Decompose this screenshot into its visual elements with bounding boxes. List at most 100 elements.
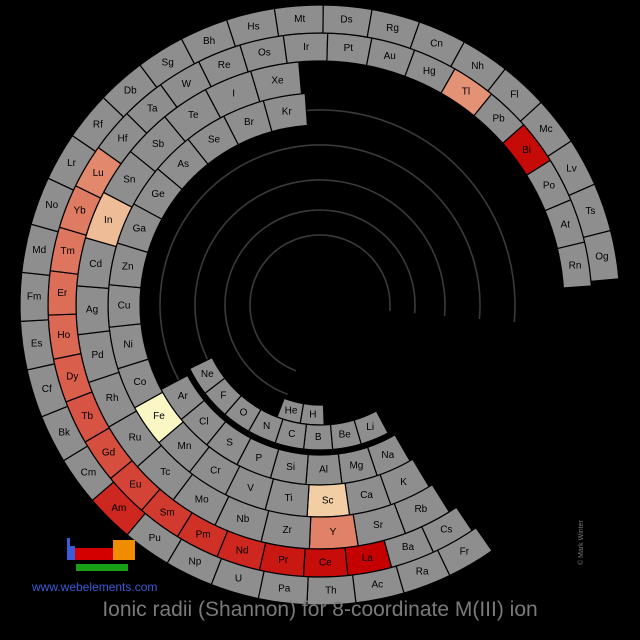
chart-title: Ionic radii (Shannon) for 8-coordinate M… <box>102 598 538 621</box>
element-symbol-pt: Pt <box>344 43 354 54</box>
element-cell-ne <box>188 356 226 395</box>
element-symbol-fe: Fe <box>153 411 165 422</box>
element-symbol-gd: Gd <box>102 447 115 458</box>
element-symbol-bi: Bi <box>522 145 531 156</box>
element-symbol-sr: Sr <box>373 520 384 531</box>
element-symbol-co: Co <box>134 377 147 388</box>
element-symbol-rb: Rb <box>414 504 427 515</box>
spiral-guide-arc <box>224 209 416 396</box>
element-symbol-cl: Cl <box>199 417 208 428</box>
element-symbol-eu: Eu <box>129 480 141 491</box>
element-symbol-po: Po <box>543 181 556 192</box>
element-symbol-pm: Pm <box>196 530 211 541</box>
element-symbol-es: Es <box>31 338 43 349</box>
element-symbol-fl: Fl <box>510 90 518 101</box>
element-symbol-tl: Tl <box>462 87 470 98</box>
element-symbol-yb: Yb <box>74 206 87 217</box>
element-symbol-lu: Lu <box>93 168 104 179</box>
element-symbol-u: U <box>235 574 242 585</box>
element-symbol-tm: Tm <box>60 246 74 257</box>
element-symbol-pr: Pr <box>278 555 289 566</box>
element-symbol-rf: Rf <box>93 119 103 130</box>
element-symbol-cm: Cm <box>81 467 97 478</box>
element-symbol-rg: Rg <box>386 23 399 34</box>
element-symbol-md: Md <box>32 245 46 256</box>
element-symbol-ne: Ne <box>201 369 214 380</box>
element-symbol-pu: Pu <box>149 533 161 544</box>
element-cells: H He Li Be B C N O F Ne Na Mg Al Si P S Cl Ar K Ca Sc Ti V Cr Mn… <box>19 4 620 606</box>
element-symbol-p: P <box>256 453 263 464</box>
element-symbol-te: Te <box>188 110 199 121</box>
spiral-guide-arc <box>194 179 446 424</box>
element-cell-og <box>582 229 620 282</box>
element-symbol-na: Na <box>381 450 394 461</box>
element-symbol-dy: Dy <box>66 371 78 382</box>
element-symbol-w: W <box>182 79 192 90</box>
element-symbol-cr: Cr <box>210 465 221 476</box>
element-symbol-sc: Sc <box>322 495 334 506</box>
element-symbol-hs: Hs <box>247 21 259 32</box>
element-symbol-cs: Cs <box>440 524 452 535</box>
element-symbol-cu: Cu <box>118 300 131 311</box>
element-symbol-zr: Zr <box>283 525 293 536</box>
element-symbol-ti: Ti <box>285 493 293 504</box>
webelements-logo <box>67 538 135 571</box>
element-symbol-ga: Ga <box>133 224 147 235</box>
element-symbol-tb: Tb <box>81 411 93 422</box>
website-link[interactable]: www.webelements.com <box>32 580 158 594</box>
element-symbol-bk: Bk <box>58 427 71 438</box>
element-symbol-he: He <box>285 406 298 417</box>
element-symbol-ce: Ce <box>319 557 332 568</box>
element-symbol-ho: Ho <box>57 330 70 341</box>
element-symbol-ru: Ru <box>129 433 142 444</box>
element-symbol-pb: Pb <box>492 113 505 124</box>
element-symbol-y: Y <box>330 527 337 538</box>
element-symbol-np: Np <box>189 557 202 568</box>
element-symbol-lr: Lr <box>67 158 77 169</box>
element-symbol-fm: Fm <box>27 292 41 303</box>
element-symbol-in: In <box>104 215 112 226</box>
element-symbol-v: V <box>247 483 254 494</box>
element-symbol-re: Re <box>218 60 231 71</box>
element-symbol-nh: Nh <box>471 61 484 72</box>
element-symbol-nb: Nb <box>237 514 250 525</box>
element-symbol-ag: Ag <box>86 304 98 315</box>
element-symbol-kr: Kr <box>282 106 293 117</box>
element-symbol-sm: Sm <box>160 507 175 518</box>
element-symbol-sn: Sn <box>123 174 135 185</box>
element-symbol-f: F <box>220 390 226 401</box>
element-symbol-og: Og <box>595 251 608 262</box>
element-symbol-cf: Cf <box>42 384 52 395</box>
element-symbol-h: H <box>309 409 316 420</box>
element-symbol-li: Li <box>366 422 374 433</box>
element-symbol-ra: Ra <box>416 567 429 578</box>
element-symbol-ts: Ts <box>585 206 595 217</box>
element-symbol-ca: Ca <box>360 490 373 501</box>
element-symbol-no: No <box>45 200 58 211</box>
element-symbol-k: K <box>400 477 407 488</box>
element-symbol-bh: Bh <box>203 36 215 47</box>
spiral-guide-arc <box>249 234 391 372</box>
element-symbol-os: Os <box>258 48 271 59</box>
element-symbol-be: Be <box>339 430 352 441</box>
element-symbol-pa: Pa <box>278 583 291 594</box>
element-symbol-db: Db <box>124 86 137 97</box>
element-symbol-mo: Mo <box>195 494 209 505</box>
element-symbol-n: N <box>263 421 270 432</box>
element-symbol-si: Si <box>286 462 295 473</box>
element-symbol-i: I <box>232 88 235 99</box>
element-symbol-br: Br <box>244 117 255 128</box>
element-symbol-c: C <box>288 429 295 440</box>
element-symbol-zn: Zn <box>122 261 134 272</box>
element-symbol-tc: Tc <box>160 467 170 478</box>
element-symbol-ac: Ac <box>371 580 383 591</box>
element-symbol-la: La <box>362 553 374 564</box>
element-symbol-as: As <box>177 159 189 170</box>
element-symbol-ar: Ar <box>178 391 189 402</box>
element-symbol-lv: Lv <box>566 163 577 174</box>
element-symbol-rn: Rn <box>569 261 582 272</box>
element-symbol-hg: Hg <box>423 66 436 77</box>
element-symbol-rh: Rh <box>106 393 119 404</box>
element-symbol-th: Th <box>325 585 337 596</box>
